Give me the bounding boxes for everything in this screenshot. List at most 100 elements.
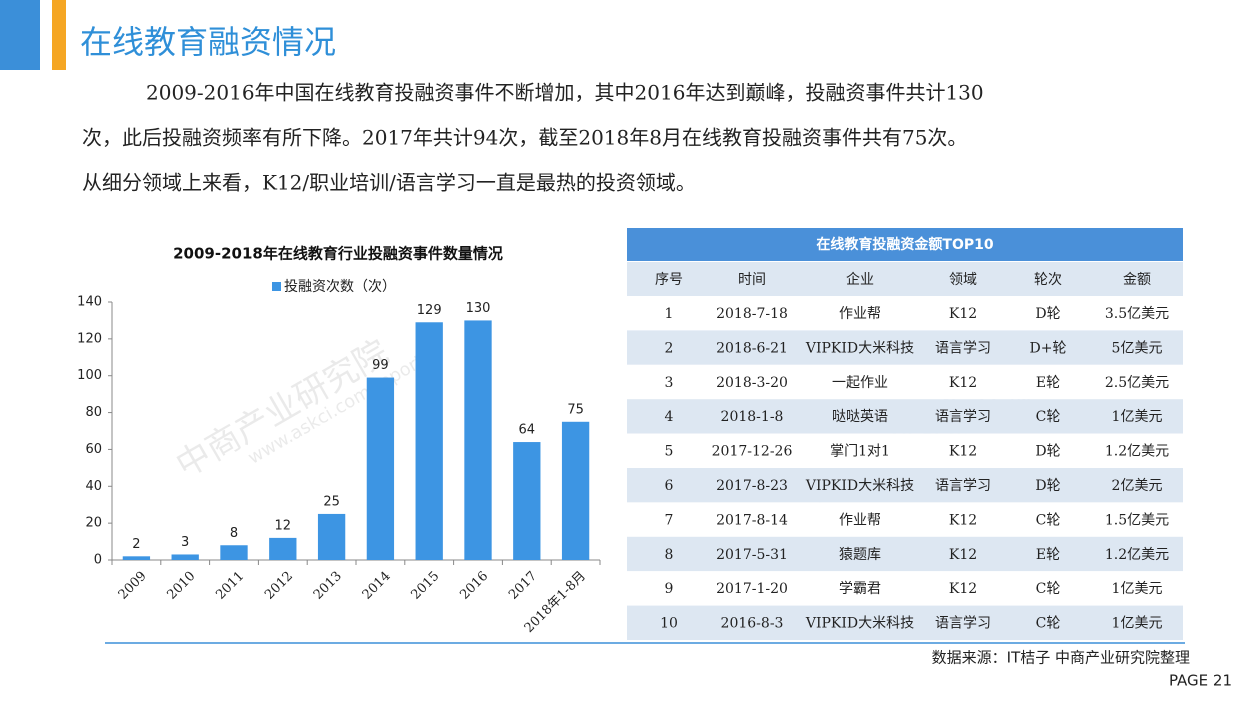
data-label: 99 bbox=[372, 358, 389, 373]
table-cell: 掌门1对1 bbox=[830, 444, 890, 460]
table-cell: 2.5亿美元 bbox=[1105, 375, 1169, 391]
table-row-bg bbox=[627, 502, 1183, 537]
table-cell: C轮 bbox=[1036, 581, 1061, 597]
table-row-bg bbox=[627, 468, 1183, 503]
table-cell: 一起作业 bbox=[832, 375, 888, 391]
table-cell: 语言学习 bbox=[935, 616, 991, 632]
y-tick-label: 40 bbox=[85, 479, 102, 494]
table-cell: 语言学习 bbox=[935, 478, 991, 494]
table-cell: 2018-7-18 bbox=[716, 306, 788, 322]
bar bbox=[317, 513, 346, 560]
table-cell: 语言学习 bbox=[935, 340, 991, 356]
accent-bar bbox=[52, 0, 66, 70]
column-header: 企业 bbox=[846, 271, 874, 288]
table-cell: 哒哒英语 bbox=[832, 408, 888, 425]
table-row-bg bbox=[627, 296, 1183, 331]
y-tick-label: 120 bbox=[77, 331, 102, 346]
table-cell: 2017-1-20 bbox=[716, 581, 788, 597]
table-row-bg bbox=[627, 399, 1183, 434]
table-row-bg bbox=[627, 433, 1183, 468]
data-label: 64 bbox=[519, 423, 536, 438]
x-tick-label: 2011 bbox=[213, 569, 247, 603]
data-label: 12 bbox=[275, 518, 292, 533]
data-label: 3 bbox=[181, 535, 189, 550]
table-cell: 作业帮 bbox=[839, 512, 881, 528]
bar bbox=[171, 554, 199, 560]
table-cell: C轮 bbox=[1036, 616, 1061, 632]
bar bbox=[561, 421, 590, 560]
chart-title: 2009-2018年在线教育行业投融资事件数量情况 bbox=[173, 245, 503, 263]
table-cell: 1.2亿美元 bbox=[1105, 444, 1169, 460]
x-tick-label: 2017 bbox=[506, 569, 540, 603]
table-cell: 1亿美元 bbox=[1112, 409, 1163, 425]
page-title: 在线教育融资情况 bbox=[80, 23, 336, 61]
x-tick-label: 2014 bbox=[360, 569, 394, 603]
x-tick-label: 2009 bbox=[116, 569, 150, 603]
table-cell: VIPKID大米科技 bbox=[805, 478, 914, 494]
table-cell: 7 bbox=[665, 512, 674, 528]
table-title-bg bbox=[627, 228, 1183, 261]
table-cell: 2017-5-31 bbox=[716, 547, 788, 563]
column-header: 轮次 bbox=[1034, 272, 1062, 288]
table-cell: 5 bbox=[665, 444, 674, 460]
table-cell: D+轮 bbox=[1030, 340, 1067, 356]
table-cell: 2017-8-14 bbox=[716, 512, 788, 528]
table-header-bg bbox=[627, 262, 1183, 296]
y-tick-label: 60 bbox=[85, 442, 102, 457]
table-row-bg bbox=[627, 571, 1183, 606]
table-cell: K12 bbox=[949, 547, 977, 563]
table-cell: 9 bbox=[665, 581, 674, 597]
data-label: 129 bbox=[417, 303, 442, 318]
table-cell: 3.5亿美元 bbox=[1105, 306, 1169, 322]
table-cell: 学霸君 bbox=[839, 581, 881, 597]
table-cell: 作业帮 bbox=[839, 306, 881, 322]
table-title: 在线教育投融资金额TOP10 bbox=[816, 236, 993, 253]
table-cell: 6 bbox=[665, 478, 674, 494]
table-cell: 2 bbox=[665, 340, 674, 356]
table-cell: C轮 bbox=[1036, 409, 1061, 425]
table-row-bg bbox=[627, 330, 1183, 365]
watermark: 中商产业研究院 bbox=[169, 332, 395, 486]
bar bbox=[269, 537, 297, 560]
column-header: 序号 bbox=[655, 272, 683, 288]
legend-label: 投融资次数（次） bbox=[284, 279, 396, 295]
x-tick-label: 2013 bbox=[311, 569, 345, 603]
table-cell: C轮 bbox=[1036, 512, 1061, 528]
table-cell: 2017-8-23 bbox=[716, 478, 788, 494]
data-label: 8 bbox=[230, 526, 238, 541]
bar bbox=[122, 556, 151, 560]
table-cell: 3 bbox=[665, 375, 674, 391]
paragraph-line: 次，此后投融资频率有所下降。2017年共计94次，截至2018年8月在线教育投融… bbox=[82, 126, 967, 150]
table-cell: E轮 bbox=[1036, 375, 1060, 391]
source: 数据来源：IT桔子 中商产业研究院整理 bbox=[932, 649, 1190, 667]
page-number: PAGE 21 bbox=[1169, 672, 1232, 690]
y-tick-label: 80 bbox=[85, 405, 102, 420]
paragraph-line: 2009-2016年中国在线教育投融资事件不断增加，其中2016年达到巅峰，投融… bbox=[146, 81, 984, 105]
table-cell: 5亿美元 bbox=[1112, 340, 1163, 356]
table-cell: 猿题库 bbox=[839, 547, 881, 563]
table-row-bg bbox=[627, 605, 1183, 640]
table-cell: 10 bbox=[660, 616, 678, 632]
table-cell: D轮 bbox=[1035, 306, 1060, 322]
bar bbox=[464, 320, 492, 560]
table-cell: 1 bbox=[665, 306, 674, 322]
table-cell: 语言学习 bbox=[935, 409, 991, 425]
table-cell: K12 bbox=[949, 581, 977, 597]
legend-swatch bbox=[272, 282, 281, 291]
bar bbox=[366, 377, 395, 560]
table-cell: 2017-12-26 bbox=[712, 444, 793, 460]
x-tick-label: 2015 bbox=[408, 569, 442, 603]
table-cell: K12 bbox=[949, 375, 977, 391]
bar bbox=[513, 442, 541, 560]
table-cell: K12 bbox=[949, 306, 977, 322]
table-cell: VIPKID大米科技 bbox=[805, 340, 914, 356]
table-cell: E轮 bbox=[1036, 547, 1060, 563]
y-tick-label: 0 bbox=[94, 553, 102, 568]
column-header: 金额 bbox=[1123, 272, 1151, 288]
table-cell: 1.5亿美元 bbox=[1105, 512, 1169, 528]
data-label: 130 bbox=[466, 301, 491, 316]
table-row-bg bbox=[627, 536, 1183, 572]
table-cell: 1.2亿美元 bbox=[1105, 547, 1169, 563]
table-cell: 2018-3-20 bbox=[716, 375, 788, 391]
